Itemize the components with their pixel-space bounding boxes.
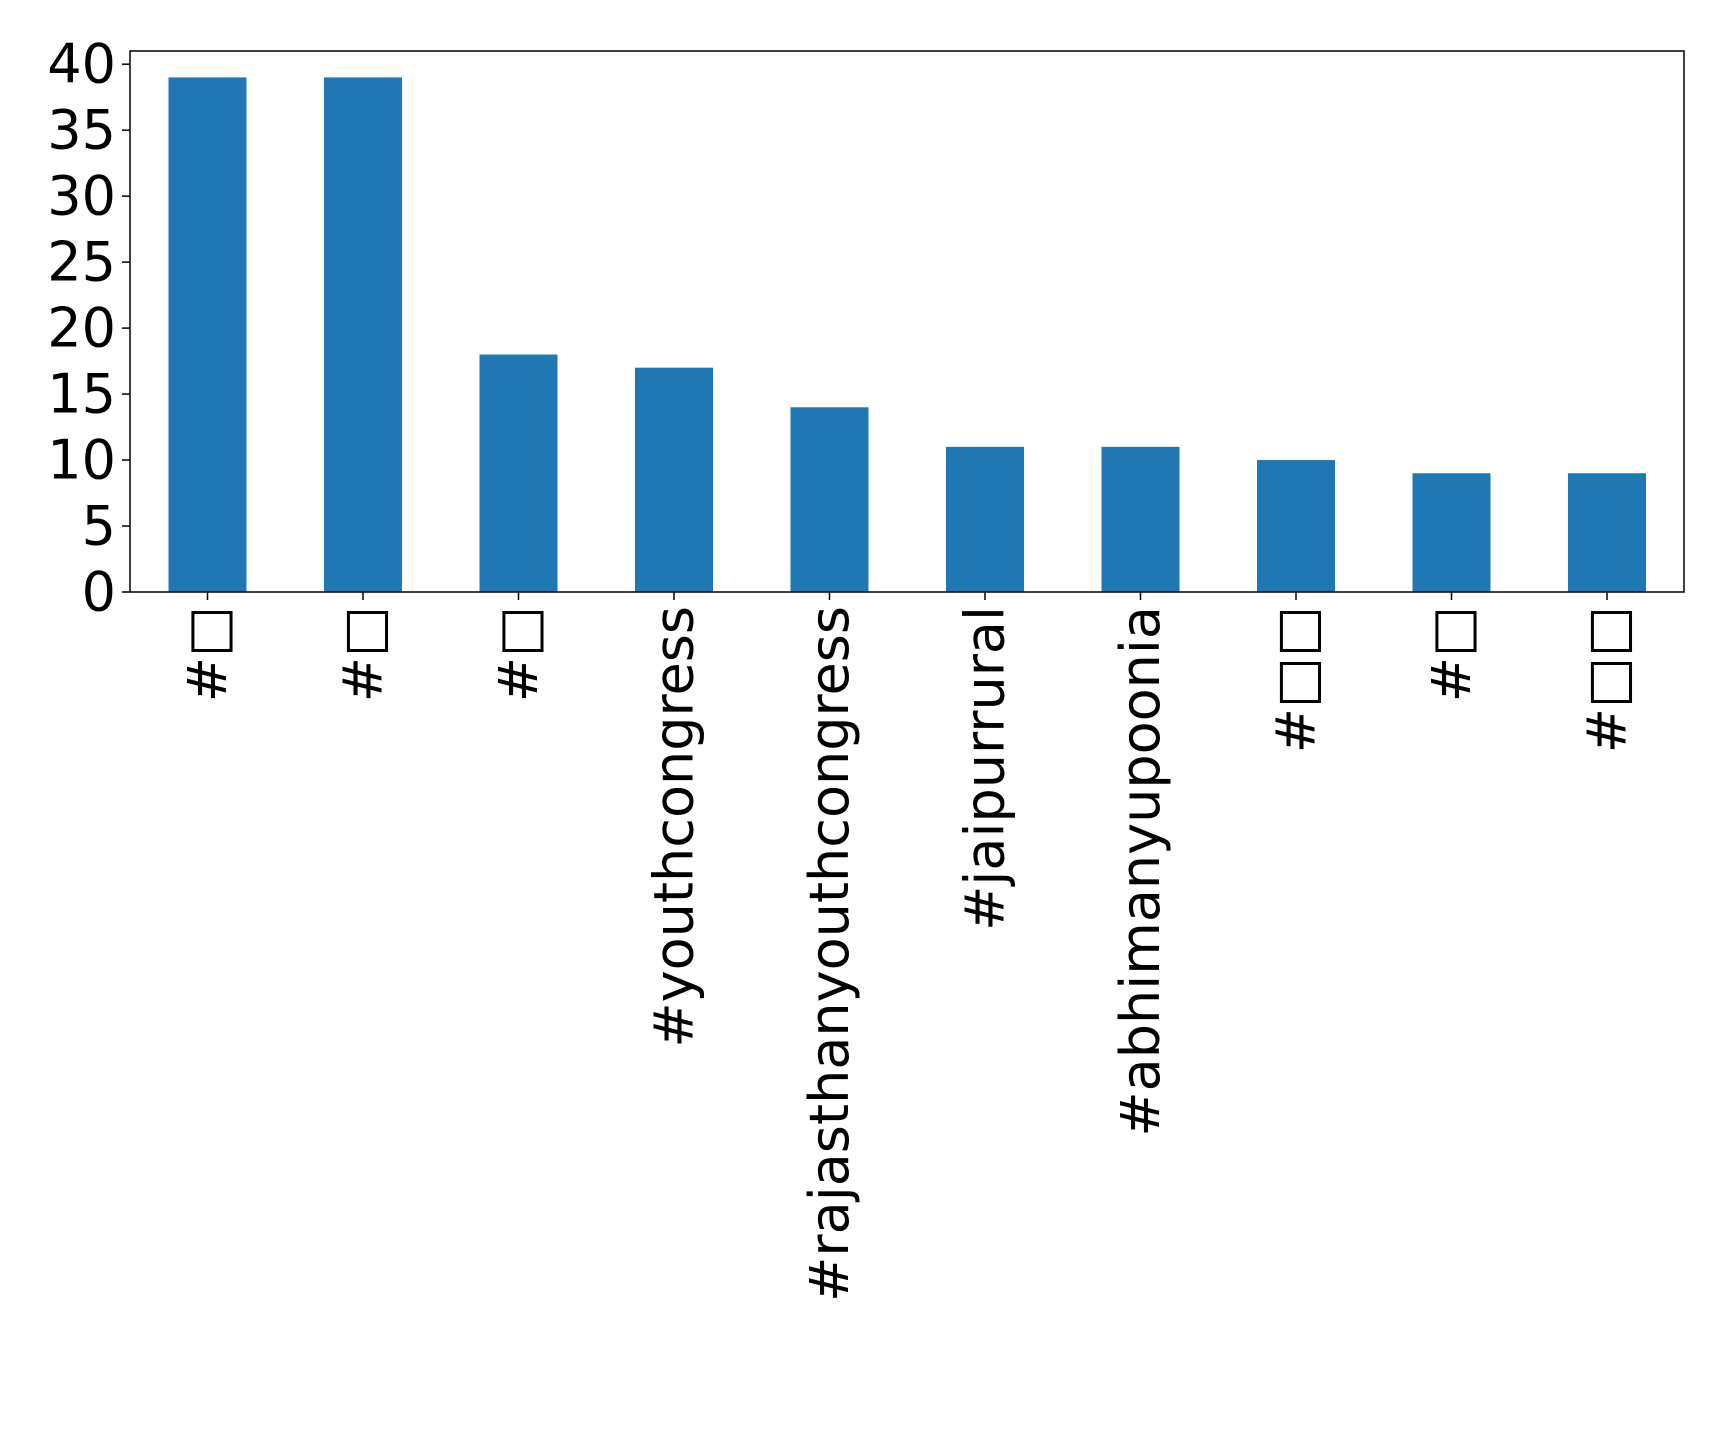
y-tick-label-2: 10 (47, 429, 116, 492)
bar-0 (168, 77, 247, 592)
x-tick-label-8: #□ (1420, 606, 1483, 702)
y-tick-label-6: 30 (47, 165, 116, 228)
y-tick-label-0: 0 (82, 561, 116, 624)
bars-group (168, 77, 1646, 592)
x-axis: #□ #□ #□ #youthcongress #rajasthanyouthcongr… (176, 592, 1639, 1302)
x-tick-label-7: #□□ (1265, 606, 1328, 753)
y-tick-label-8: 40 (47, 33, 116, 96)
bar-2 (479, 354, 558, 592)
bar-3 (635, 367, 713, 592)
y-tick-label-4: 20 (47, 297, 116, 360)
bar-5 (946, 446, 1024, 592)
y-tick-label-1: 5 (82, 495, 116, 558)
bar-4 (790, 407, 869, 592)
x-tick-label-1: #□ (332, 606, 395, 702)
x-tick-label-3: #youthcongress (643, 606, 706, 1048)
bar-6 (1101, 446, 1180, 592)
bar-9 (1568, 473, 1646, 592)
y-tick-label-7: 35 (47, 99, 116, 162)
plot-frame (129, 50, 1685, 593)
x-tick-label-4: #rajasthanyouthcongress (798, 606, 861, 1302)
bar-7 (1257, 460, 1335, 592)
x-tick-label-2: #□ (487, 606, 550, 702)
y-tick-label-3: 15 (47, 363, 116, 426)
bar-1 (324, 77, 402, 592)
y-tick-label-5: 25 (47, 231, 116, 294)
x-tick-label-9: #□□ (1576, 606, 1639, 753)
x-tick-label-5: #jaipurrural (954, 606, 1017, 931)
bar-8 (1412, 473, 1491, 592)
x-tick-label-6: #abhimanyupoonia (1109, 606, 1172, 1137)
x-tick-label-0: #□ (176, 606, 239, 702)
